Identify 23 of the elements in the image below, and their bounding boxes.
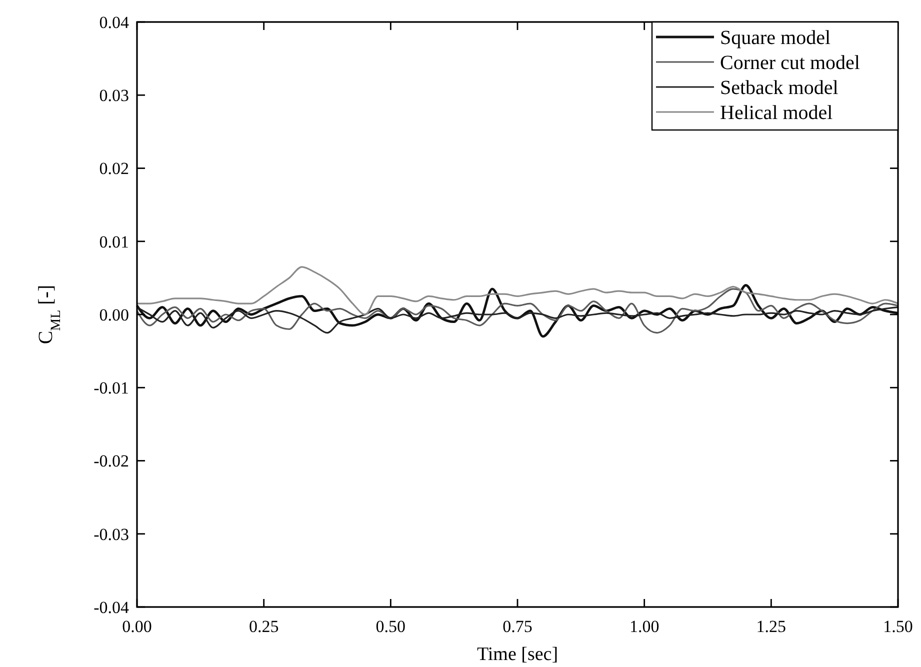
legend-label: Square model	[720, 27, 831, 49]
x-tick-label: 0.50	[376, 617, 406, 636]
x-tick-label: 0.75	[502, 617, 532, 636]
y-tick-label: -0.04	[94, 598, 130, 617]
y-tick-label: -0.02	[94, 452, 129, 471]
y-tick-label: 0.04	[99, 12, 130, 32]
legend-label: Helical model	[720, 102, 834, 124]
x-tick-label: 1.50	[883, 617, 913, 636]
y-tick-label: 0.02	[99, 159, 129, 178]
x-tick-label: 1.00	[629, 617, 660, 636]
y-tick-label: 0.01	[99, 232, 129, 252]
y-tick-label: -0.03	[94, 524, 129, 544]
y-tick-label: 0.00	[99, 305, 129, 324]
legend-label: Corner cut model	[720, 52, 860, 74]
x-tick-label: 0.00	[122, 617, 152, 636]
y-tick-label: 0.03	[99, 86, 129, 106]
x-tick-label: 1.25	[756, 617, 786, 636]
line-series	[136, 306, 899, 334]
x-tick-label: 0.25	[248, 617, 279, 636]
line-series	[136, 266, 899, 316]
x-axis-title: Time [sec]	[476, 644, 558, 665]
legend-label: Setback model	[720, 77, 839, 99]
y-tick-label: -0.01	[94, 378, 129, 398]
